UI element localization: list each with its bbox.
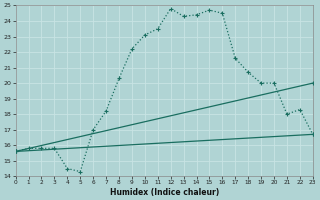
X-axis label: Humidex (Indice chaleur): Humidex (Indice chaleur) <box>109 188 219 197</box>
